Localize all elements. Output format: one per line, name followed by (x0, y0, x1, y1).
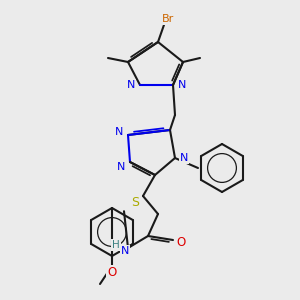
Text: N: N (121, 246, 129, 256)
Text: N: N (127, 80, 135, 90)
Text: S: S (131, 196, 139, 209)
Text: N: N (117, 162, 125, 172)
Text: N: N (115, 127, 123, 137)
Text: N: N (178, 80, 186, 90)
Text: O: O (176, 236, 186, 248)
Text: Br: Br (162, 14, 174, 24)
Text: H: H (112, 240, 120, 250)
Text: O: O (107, 266, 117, 280)
Text: N: N (180, 153, 188, 163)
